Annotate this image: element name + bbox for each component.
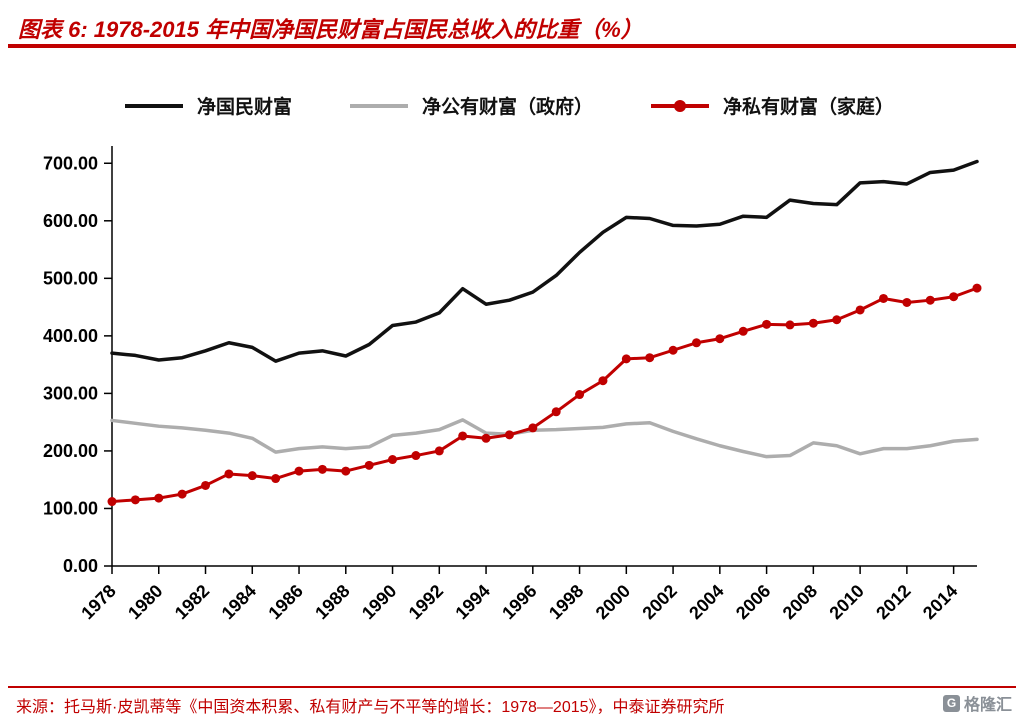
svg-text:2008: 2008: [779, 581, 821, 623]
svg-text:2004: 2004: [685, 581, 727, 623]
svg-text:300.00: 300.00: [43, 383, 98, 403]
legend-label-net-public-wealth: 净公有财富（政府）: [422, 97, 594, 118]
gelonghui-logo-icon: G: [942, 694, 960, 712]
gelonghui-logo-text: 格隆汇: [963, 697, 1012, 714]
svg-text:1988: 1988: [311, 581, 353, 623]
gray-line-swatch-icon: [350, 103, 409, 108]
svg-text:200.00: 200.00: [43, 441, 98, 461]
svg-text:1978: 1978: [77, 581, 119, 623]
legend-item-net-public-wealth: 净公有财富（政府）: [350, 92, 593, 119]
legend-item-net-national-wealth: 净国民财富: [125, 92, 292, 119]
red-dot-marker-icon: [674, 99, 687, 112]
legend-item-net-private-wealth: 净私有财富（家庭）: [651, 92, 894, 119]
svg-text:1994: 1994: [451, 581, 493, 623]
gelonghui-logo: G 格隆汇: [942, 691, 1012, 715]
source-text: 来源：托马斯·皮凯蒂等《中国资本积累、私有财产与不平等的增长：1978—2015…: [16, 699, 725, 716]
svg-text:1992: 1992: [405, 581, 447, 623]
svg-text:700.00: 700.00: [43, 153, 98, 173]
line-chart-plot: 0.00 100.00 200.00 300.00 400.00 500.00 600.00…: [43, 146, 982, 623]
svg-text:2014: 2014: [919, 581, 961, 623]
chart-legend: 净国民财富 净公有财富（政府） 净私有财富（家庭）: [125, 92, 894, 119]
svg-text:2006: 2006: [732, 581, 774, 623]
svg-text:1998: 1998: [545, 581, 587, 623]
svg-text:0.00: 0.00: [63, 556, 98, 576]
svg-text:400.00: 400.00: [43, 326, 98, 346]
chart-title: 图表 6: 1978-2015 年中国净国民财富占国民总收入的比重（%）: [18, 17, 643, 42]
svg-text:1996: 1996: [498, 581, 540, 623]
svg-text:1982: 1982: [171, 581, 213, 623]
legend-label-net-private-wealth: 净私有财富（家庭）: [723, 97, 895, 118]
svg-text:100.00: 100.00: [43, 498, 98, 518]
svg-text:1980: 1980: [124, 581, 166, 623]
red-line-marker-swatch-icon: [651, 99, 710, 112]
svg-text:2002: 2002: [638, 581, 680, 623]
svg-text:600.00: 600.00: [43, 211, 98, 231]
legend-label-net-national-wealth: 净国民财富: [197, 97, 293, 118]
svg-text:2010: 2010: [825, 581, 867, 623]
svg-text:1984: 1984: [218, 581, 260, 623]
svg-text:2012: 2012: [872, 581, 914, 623]
footer-rule: [8, 686, 1016, 688]
svg-text:1986: 1986: [264, 581, 306, 623]
svg-text:1990: 1990: [358, 581, 400, 623]
title-underline: [8, 44, 1016, 48]
svg-text:2000: 2000: [592, 581, 634, 623]
black-line-swatch-icon: [125, 103, 183, 108]
svg-text:500.00: 500.00: [43, 268, 98, 288]
